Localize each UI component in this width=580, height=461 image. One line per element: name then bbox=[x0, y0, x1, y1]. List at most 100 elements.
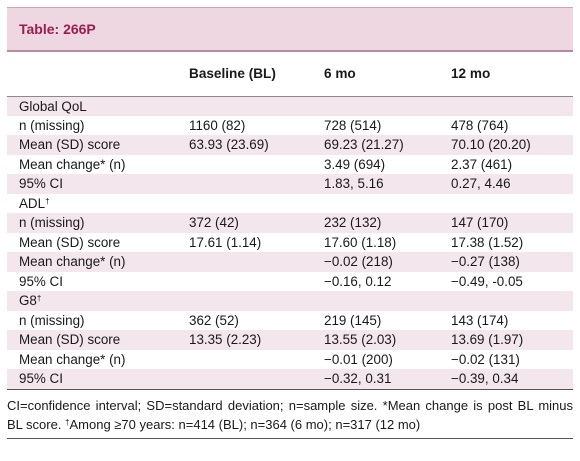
footnote-text: CI=confidence interval; SD=standard devi… bbox=[7, 397, 573, 432]
table-cell bbox=[177, 174, 312, 194]
table-body: Global QoL n (missing) 1160 (82) 728 (514) 4… bbox=[7, 96, 573, 389]
table-cell: 13.35 (2.23) bbox=[177, 330, 312, 350]
row-label-text: 95% CI bbox=[19, 176, 63, 192]
table-cell bbox=[177, 369, 312, 389]
table-cell: 219 (145) bbox=[324, 312, 382, 328]
table-cell: 13.69 (1.97) bbox=[439, 330, 573, 350]
row-label: n (missing) bbox=[7, 116, 177, 136]
row-label-text: Mean change* (n) bbox=[19, 156, 126, 172]
table-title-bar: Table: 266P bbox=[7, 7, 573, 52]
row-label: Mean (SD) score bbox=[7, 330, 177, 350]
table-cell: 1160 (82) bbox=[189, 117, 246, 133]
table-cell bbox=[177, 291, 312, 311]
table-cell: −0.49, -0.05 bbox=[451, 273, 523, 289]
table-cell bbox=[177, 96, 312, 116]
table-row: n (missing) 362 (52) 219 (145) 143 (174) bbox=[7, 311, 573, 331]
table-cell: 63.93 (23.69) bbox=[177, 135, 312, 155]
data-table: Baseline (BL) 6 mo 12 mo Global QoL n (mi… bbox=[7, 52, 573, 389]
table-cell bbox=[177, 350, 312, 370]
row-label-text: Mean (SD) score bbox=[19, 332, 121, 348]
row-label-text: 95% CI bbox=[19, 371, 63, 387]
table-row: Mean (SD) score 17.61 (1.14) 17.60 (1.18) 1… bbox=[7, 233, 573, 253]
row-label: Mean change* (n) bbox=[7, 252, 177, 272]
table-cell: 372 (42) bbox=[177, 213, 312, 233]
table-cell: 17.61 (1.14) bbox=[189, 234, 262, 250]
table-cell bbox=[312, 96, 439, 116]
table-cell: −0.27 (138) bbox=[439, 252, 573, 272]
table-cell: −0.16, 0.12 bbox=[324, 273, 392, 289]
column-header bbox=[7, 52, 177, 97]
section-row: Global QoL bbox=[7, 96, 573, 116]
table-cell bbox=[177, 252, 312, 272]
table-cell: 728 (514) bbox=[324, 117, 382, 133]
table-cell bbox=[439, 291, 573, 311]
table-row: 95% CI 1.83, 5.16 0.27, 4.46 bbox=[7, 174, 573, 194]
row-label-text: Mean change* (n) bbox=[19, 254, 126, 270]
table-cell bbox=[439, 194, 573, 214]
row-label: 95% CI bbox=[7, 272, 177, 292]
row-label: Mean change* (n) bbox=[7, 155, 177, 175]
row-label-text: Mean (SD) score bbox=[19, 137, 121, 153]
row-label: n (missing) bbox=[7, 311, 177, 331]
table-cell: 0.27, 4.46 bbox=[439, 174, 573, 194]
table-cell: 478 (764) bbox=[451, 117, 509, 133]
table-cell: 232 (132) bbox=[312, 213, 439, 233]
row-label-text: 95% CI bbox=[19, 273, 63, 289]
section-label: G8† bbox=[7, 291, 177, 311]
table-row: n (missing) 1160 (82) 728 (514) 478 (764) bbox=[7, 116, 573, 136]
table-cell: 1.83, 5.16 bbox=[312, 174, 439, 194]
header-row: Baseline (BL) 6 mo 12 mo bbox=[7, 52, 573, 97]
dagger-symbol: † bbox=[36, 294, 42, 304]
row-label: n (missing) bbox=[7, 213, 177, 233]
table-container: Table: 266P Baseline (BL) 6 mo 12 mo Glo… bbox=[7, 7, 573, 439]
row-label-text: n (missing) bbox=[19, 215, 85, 231]
table-row: Mean change* (n) −0.02 (218) −0.27 (138) bbox=[7, 252, 573, 272]
table-cell: 17.60 (1.18) bbox=[324, 234, 397, 250]
table-cell: 2.37 (461) bbox=[451, 156, 513, 172]
row-label-text: Mean (SD) score bbox=[19, 234, 121, 250]
table-title: Table: 266P bbox=[19, 21, 96, 37]
row-label-text: ADL bbox=[19, 195, 46, 211]
row-label: Mean (SD) score bbox=[7, 135, 177, 155]
footnote-text: Among ≥70 years: n=414 (BL); n=364 (6 mo… bbox=[69, 416, 421, 432]
section-label: ADL† bbox=[7, 194, 177, 214]
section-row: ADL† bbox=[7, 194, 573, 214]
row-label-text: Mean change* (n) bbox=[19, 351, 126, 367]
table-row: 95% CI −0.32, 0.31 −0.39, 0.34 bbox=[7, 369, 573, 389]
column-header: 12 mo bbox=[439, 52, 573, 97]
table-cell: −0.01 (200) bbox=[324, 351, 393, 367]
dagger-symbol: † bbox=[65, 417, 70, 427]
table-cell bbox=[439, 96, 573, 116]
table-cell: 147 (170) bbox=[439, 213, 573, 233]
table-cell bbox=[177, 155, 312, 175]
column-header: 6 mo bbox=[312, 52, 439, 97]
table-cell: 17.38 (1.52) bbox=[451, 234, 524, 250]
table-cell bbox=[312, 194, 439, 214]
section-label: Global QoL bbox=[7, 96, 177, 116]
row-label: 95% CI bbox=[7, 174, 177, 194]
row-label-text: n (missing) bbox=[19, 117, 85, 133]
table-cell: −0.02 (131) bbox=[451, 351, 520, 367]
section-row: G8† bbox=[7, 291, 573, 311]
table-row: Mean (SD) score 13.35 (2.23) 13.55 (2.03) 1… bbox=[7, 330, 573, 350]
table-bottom-rule bbox=[7, 388, 573, 390]
table-cell bbox=[312, 291, 439, 311]
table-row: n (missing) 372 (42) 232 (132) 147 (170) bbox=[7, 213, 573, 233]
table-cell bbox=[177, 272, 312, 292]
table-row: Mean change* (n) 3.49 (694) 2.37 (461) bbox=[7, 155, 573, 175]
dagger-symbol: † bbox=[45, 196, 50, 206]
table-row: 95% CI −0.16, 0.12 −0.49, -0.05 bbox=[7, 272, 573, 292]
table-footnote: CI=confidence interval; SD=standard devi… bbox=[7, 396, 573, 434]
footnote-bottom-rule bbox=[7, 437, 573, 439]
table-cell: 3.49 (694) bbox=[324, 156, 386, 172]
row-label: 95% CI bbox=[7, 369, 177, 389]
table-cell: 362 (52) bbox=[189, 312, 239, 328]
table-cell: 69.23 (21.27) bbox=[312, 135, 439, 155]
table-row: Mean (SD) score 63.93 (23.69) 69.23 (21.27… bbox=[7, 135, 573, 155]
table-cell: 143 (174) bbox=[451, 312, 509, 328]
row-label-text: n (missing) bbox=[19, 312, 85, 328]
table-cell: −0.39, 0.34 bbox=[439, 369, 573, 389]
table-cell: −0.32, 0.31 bbox=[312, 369, 439, 389]
row-label-text: G8 bbox=[19, 293, 37, 309]
table-cell: 70.10 (20.20) bbox=[439, 135, 573, 155]
